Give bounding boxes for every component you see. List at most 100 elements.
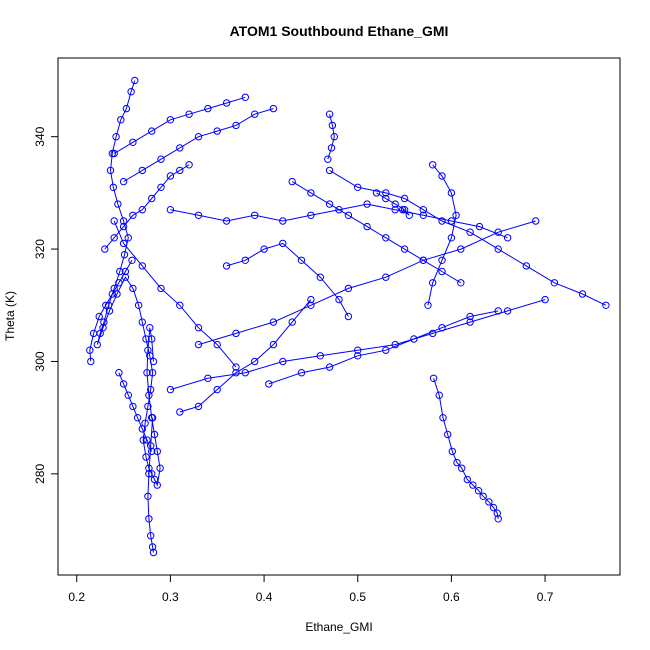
data-point: [232, 363, 240, 371]
series-line: [198, 220, 536, 346]
data-point: [145, 391, 153, 399]
data-point: [466, 312, 474, 321]
data-point: [363, 222, 371, 231]
data-point: [372, 189, 381, 197]
data-point: [176, 166, 184, 175]
data-point: [251, 357, 259, 366]
x-tick-label: 0.2: [68, 590, 85, 604]
x-tick-label: 0.3: [162, 590, 179, 604]
data-point: [124, 391, 133, 399]
data-point: [602, 301, 610, 309]
data-point: [344, 284, 353, 293]
data-point: [144, 492, 152, 500]
chart-title: ATOM1 Southbound Ethane_GMI: [230, 23, 449, 39]
data-point: [222, 217, 231, 225]
data-point: [232, 121, 240, 130]
x-axis-label: Ethane_GMI: [305, 620, 372, 634]
data-point: [143, 369, 151, 377]
data-point: [112, 133, 120, 141]
series-line: [179, 299, 312, 413]
data-point: [429, 279, 437, 287]
data-point: [438, 172, 446, 180]
data-point: [457, 245, 465, 253]
data-point: [134, 301, 143, 309]
data-point: [439, 414, 447, 422]
data-point: [176, 301, 184, 309]
data-point: [435, 391, 443, 399]
data-point: [438, 217, 446, 225]
series-line: [104, 164, 190, 250]
data-point: [138, 318, 147, 326]
plot-area-frame: [57, 57, 621, 576]
data-point: [119, 222, 128, 231]
data-point: [143, 436, 151, 444]
data-point: [391, 340, 399, 349]
data-point: [307, 189, 315, 197]
data-point: [119, 177, 128, 186]
data-point: [429, 374, 438, 382]
data-point: [138, 425, 147, 433]
data-point: [279, 217, 287, 225]
data-point: [448, 447, 456, 456]
data-point: [129, 138, 137, 147]
data-point: [419, 211, 427, 220]
data-point: [354, 346, 362, 354]
data-point: [204, 374, 212, 382]
data-point: [129, 402, 137, 411]
data-point: [127, 88, 135, 96]
data-point: [110, 234, 118, 242]
series-line: [147, 417, 154, 553]
data-point: [316, 273, 324, 281]
data-point: [144, 402, 152, 411]
data-point: [335, 206, 343, 214]
data-point: [503, 234, 512, 242]
data-point: [213, 340, 221, 349]
data-point: [458, 464, 466, 472]
series-line: [123, 108, 274, 183]
data-point: [139, 436, 147, 444]
data-point: [447, 234, 456, 242]
data-point: [419, 256, 427, 264]
data-point: [222, 99, 231, 107]
data-point: [115, 369, 123, 377]
data-point: [122, 104, 131, 113]
data-point: [457, 279, 465, 287]
data-point: [102, 301, 110, 309]
data-point: [297, 256, 306, 264]
y-tick-label: 280: [33, 464, 47, 484]
data-point: [438, 267, 446, 276]
data-point: [466, 318, 474, 326]
data-point: [86, 346, 94, 354]
data-point: [382, 194, 390, 203]
data-point: [110, 217, 118, 225]
data-point: [114, 200, 122, 208]
data-point: [325, 200, 334, 208]
data-point: [148, 447, 156, 456]
data-point: [335, 295, 343, 304]
data-point: [131, 76, 139, 85]
data-point: [194, 402, 203, 411]
data-point: [485, 498, 493, 506]
data-point: [129, 284, 137, 293]
data-point: [108, 290, 117, 298]
data-point: [260, 245, 268, 253]
data-point: [241, 93, 250, 102]
data-point: [324, 155, 332, 163]
data-point: [153, 447, 162, 456]
data-point: [113, 290, 121, 298]
data-point: [185, 110, 193, 118]
data-point: [87, 357, 95, 366]
series-line: [89, 260, 133, 362]
data-point: [95, 312, 103, 321]
data-point: [297, 369, 306, 377]
x-tick-label: 0.5: [349, 590, 366, 604]
data-point: [148, 127, 156, 135]
data-point: [213, 385, 221, 394]
data-point: [382, 346, 390, 354]
data-point: [119, 380, 128, 388]
data-point: [382, 189, 390, 197]
data-point: [391, 206, 399, 214]
data-point: [144, 346, 152, 354]
x-tick-label: 0.4: [256, 590, 273, 604]
